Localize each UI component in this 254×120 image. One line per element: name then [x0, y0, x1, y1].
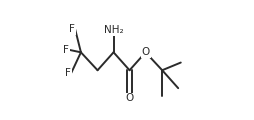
- Text: F: F: [66, 68, 71, 78]
- Text: F: F: [69, 24, 75, 34]
- Text: NH₂: NH₂: [104, 25, 123, 35]
- Text: O: O: [125, 93, 134, 103]
- Text: O: O: [141, 47, 150, 57]
- Text: F: F: [63, 45, 69, 55]
